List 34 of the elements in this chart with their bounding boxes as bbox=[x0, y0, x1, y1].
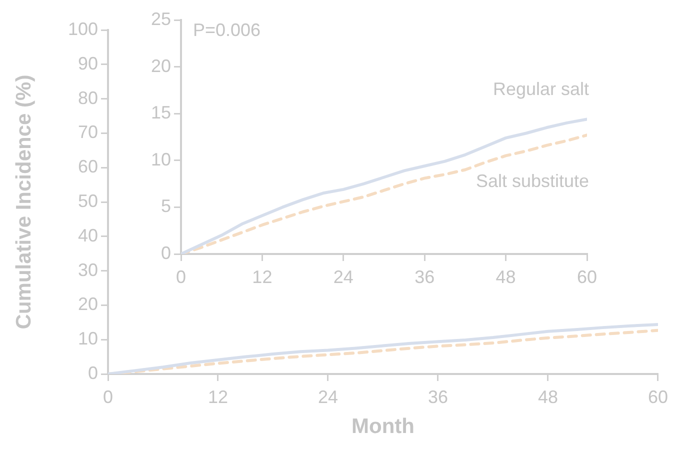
y-tick-label: 90 bbox=[78, 53, 98, 74]
x-tick-label: 12 bbox=[208, 386, 228, 407]
y-tick-label: 80 bbox=[78, 88, 98, 108]
series-label: Regular salt bbox=[492, 79, 589, 100]
y-tick-label: 10 bbox=[150, 149, 171, 170]
y-tick-label: 40 bbox=[78, 225, 98, 246]
x-tick-label: 24 bbox=[333, 266, 354, 287]
y-tick-label: 10 bbox=[78, 328, 98, 349]
x-tick-label: 48 bbox=[496, 266, 516, 287]
x-tick-label: 0 bbox=[176, 266, 186, 287]
x-tick-label: 48 bbox=[538, 386, 558, 407]
x-tick-label: 0 bbox=[102, 386, 114, 407]
x-tick-label: 24 bbox=[318, 386, 338, 407]
x-tick-label: 12 bbox=[252, 266, 272, 287]
y-tick-label: 0 bbox=[88, 362, 98, 383]
y-tick-label: 100 bbox=[68, 18, 98, 39]
x-tick-label: 60 bbox=[576, 266, 598, 287]
x-tick-label: 60 bbox=[648, 386, 668, 407]
y-tick-label: 0 bbox=[160, 242, 171, 263]
y-tick-label: 30 bbox=[78, 260, 98, 280]
y-tick-label: 70 bbox=[78, 122, 98, 142]
annotation: P=0.006 bbox=[193, 20, 261, 40]
y-tick-label: 20 bbox=[150, 56, 171, 76]
x-tick-label: 36 bbox=[428, 386, 448, 407]
y-tick-label: 60 bbox=[78, 156, 98, 177]
x-axis-title: Month bbox=[352, 415, 414, 438]
y-tick-label: 15 bbox=[150, 102, 171, 123]
x-tick-label: 36 bbox=[414, 266, 435, 287]
y-axis-title: Cumulative Incidence (%) bbox=[12, 74, 36, 330]
y-tick-label: 25 bbox=[150, 8, 171, 29]
y-tick-label: 20 bbox=[78, 294, 98, 314]
y-tick-label: 50 bbox=[78, 190, 98, 211]
series-label: Salt substitute bbox=[476, 171, 589, 192]
y-tick-label: 5 bbox=[160, 196, 171, 216]
